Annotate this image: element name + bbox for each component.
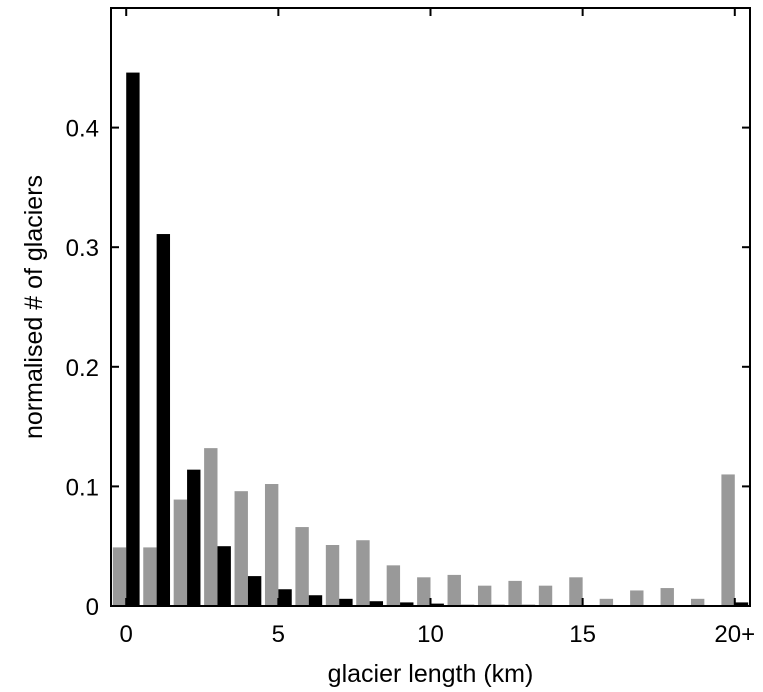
bar-series-0-17 (630, 590, 644, 606)
bar-series-1-0 (126, 72, 140, 606)
bar-series-1-10 (430, 603, 444, 606)
bar-series-0-7 (325, 545, 340, 606)
bar-series-0-0 (112, 547, 127, 606)
bar-series-0-3 (204, 448, 218, 606)
y-tick-label-4: 0.4 (66, 116, 99, 143)
bar-series-0-5 (264, 484, 279, 606)
bar-series-0-20 (721, 474, 735, 606)
y-axis-label: normalised # of glaciers (20, 175, 48, 439)
bar-series-0-9 (386, 565, 401, 606)
ticks (111, 8, 750, 607)
bar-series-0-12 (477, 585, 492, 606)
bar-series-0-15 (569, 577, 583, 606)
bar-series-0-8 (356, 540, 370, 606)
bar-series-0-2 (173, 499, 188, 606)
y-tick-label-1: 0.1 (66, 474, 99, 501)
tick-labels: 0 5 10 15 20+ 0 0.1 0.2 0.3 0.4 (66, 116, 756, 648)
bar-series-1-3 (217, 546, 231, 606)
bar-series-1-4 (247, 576, 262, 606)
y-tick-label-2: 0.2 (66, 355, 99, 382)
x-axis-label: glacier length (km) (328, 660, 534, 688)
x-tick-label-1: 5 (272, 621, 285, 648)
bar-series-0-14 (538, 585, 553, 606)
x-tick-label-0: 0 (120, 621, 133, 648)
bar-series-1-7 (339, 598, 353, 606)
bars (112, 72, 749, 607)
bar-series-0-19 (690, 598, 705, 606)
bar-series-0-4 (234, 491, 248, 606)
bar-series-0-11 (447, 574, 461, 606)
bar-series-1-8 (369, 601, 384, 606)
bar-series-1-5 (278, 589, 292, 606)
bar-series-1-20 (734, 602, 749, 606)
bar-series-1-6 (308, 595, 323, 606)
x-tick-label-2: 10 (417, 621, 444, 648)
y-tick-label-3: 0.3 (66, 235, 99, 262)
bar-series-1-9 (400, 602, 414, 606)
x-tick-label-4: 20+ (714, 621, 755, 648)
bar-series-0-6 (295, 527, 309, 606)
bar-series-1-1 (156, 234, 171, 607)
bar-series-0-13 (508, 580, 522, 606)
bar-series-0-18 (660, 588, 674, 606)
bar-series-0-16 (599, 598, 614, 606)
y-tick-label-0: 0 (86, 594, 99, 621)
x-tick-label-3: 15 (569, 621, 596, 648)
bar-series-1-2 (187, 469, 201, 606)
bar-series-0-10 (417, 577, 431, 606)
bar-series-0-1 (143, 547, 157, 606)
